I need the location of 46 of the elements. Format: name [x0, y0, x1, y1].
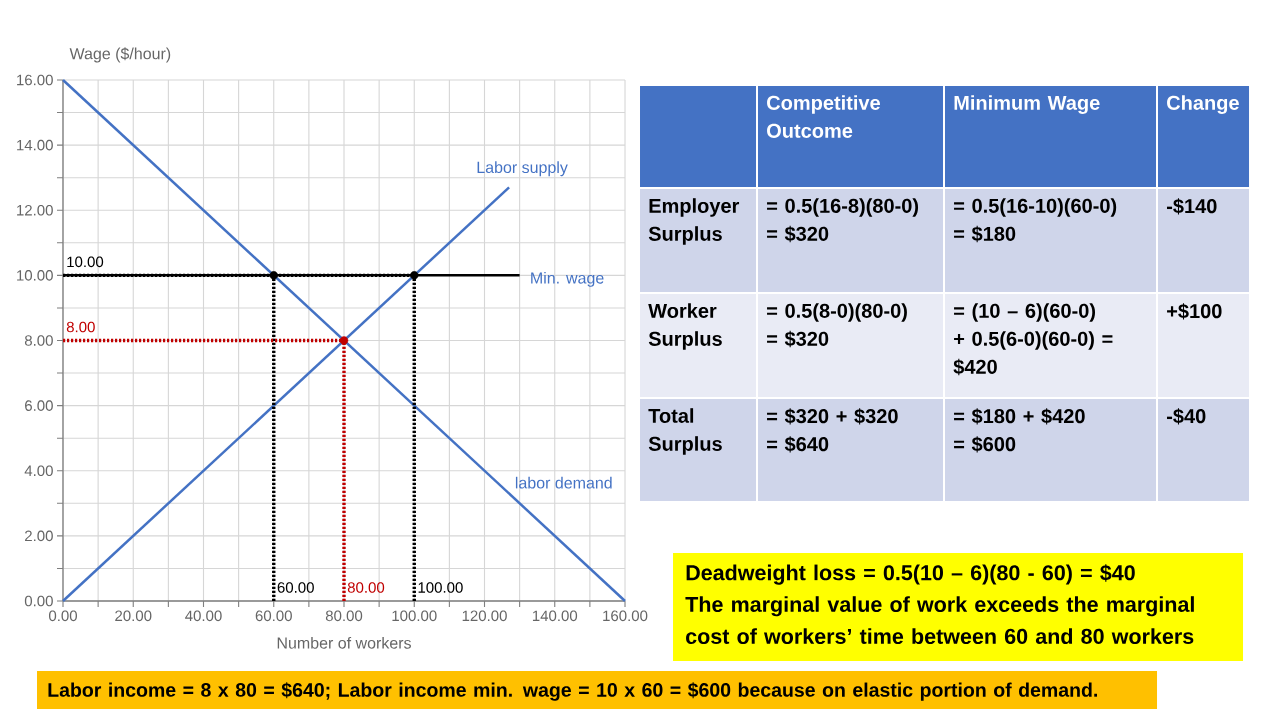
text: = 0.5(16-8)(80-0) = $320 — [767, 198, 919, 243]
series-label: Labor supply — [477, 161, 568, 177]
text: = $320 + $320 = $640 — [767, 408, 898, 453]
text: = $180 + $420 = $600 — [954, 408, 1085, 453]
x-axis-title: Number of workers — [277, 636, 411, 649]
x-tick-label: 160.00 — [603, 610, 648, 622]
text: -$40 — [1167, 408, 1206, 425]
y-tick-label: 12.00 — [17, 204, 53, 216]
y-tick-label: 16.00 — [17, 74, 53, 86]
x-tick-label: 20.00 — [115, 610, 152, 622]
text: = 0.5(8-0)(80-0) = $320 — [767, 303, 907, 348]
annotation: 80.00 — [347, 582, 385, 593]
text: -$140 — [1167, 198, 1217, 215]
x-tick-label: 60.00 — [255, 610, 292, 622]
annotation: 100.00 — [418, 582, 463, 593]
text: Total Surplus — [648, 408, 722, 455]
x-tick-label: 120.00 — [462, 610, 507, 622]
y-tick-label: 0.00 — [24, 595, 53, 607]
y-tick-label: 2.00 — [25, 530, 53, 542]
x-tick-label: 100.00 — [392, 610, 437, 622]
y-tick-label: 6.00 — [25, 400, 53, 411]
y-axis-title: Wage ($/hour) — [69, 47, 171, 63]
text: Deadweight loss = 0.5(10 – 6)(80 - 60) = $40 — [686, 564, 1135, 585]
x-tick-label: 80.00 — [325, 610, 363, 622]
y-tick-label: 10.00 — [17, 270, 53, 281]
text: Competitive Outcome — [767, 95, 880, 138]
text: Employer Surplus — [648, 198, 740, 245]
text: = 0.5(16-10)(60-0) = $180 — [954, 198, 1117, 243]
text: Labor income = 8 x 80 = $640; Labor income min. wage = 10 x 60 = $600 because on elastic portion of demand. — [48, 682, 1097, 701]
text: +$100 — [1167, 303, 1222, 320]
text: Change — [1167, 95, 1239, 114]
series-label: labor demand — [515, 476, 612, 489]
text: Minimum Wage — [954, 95, 1100, 114]
annotation: 8.00 — [66, 321, 95, 333]
text: The marginal value of work exceeds the marginal cost of workers’ time between 60 and 80 workers — [685, 596, 1194, 644]
x-tick-label: 140.00 — [532, 610, 578, 622]
text: = (10 – 6)(60-0) + 0.5(6-0)(60-0) = $420 — [953, 303, 1113, 376]
series-label: Min. wage — [531, 271, 604, 287]
y-tick-label: 14.00 — [17, 139, 53, 151]
y-tick-label: 8.00 — [24, 335, 53, 346]
text: Worker Surplus — [648, 303, 722, 350]
x-tick-label: 0.00 — [49, 610, 77, 622]
annotation: 60.00 — [277, 582, 314, 593]
x-tick-label: 40.00 — [185, 610, 222, 622]
y-tick-label: 4.00 — [24, 465, 53, 477]
annotation: 10.00 — [67, 256, 104, 268]
